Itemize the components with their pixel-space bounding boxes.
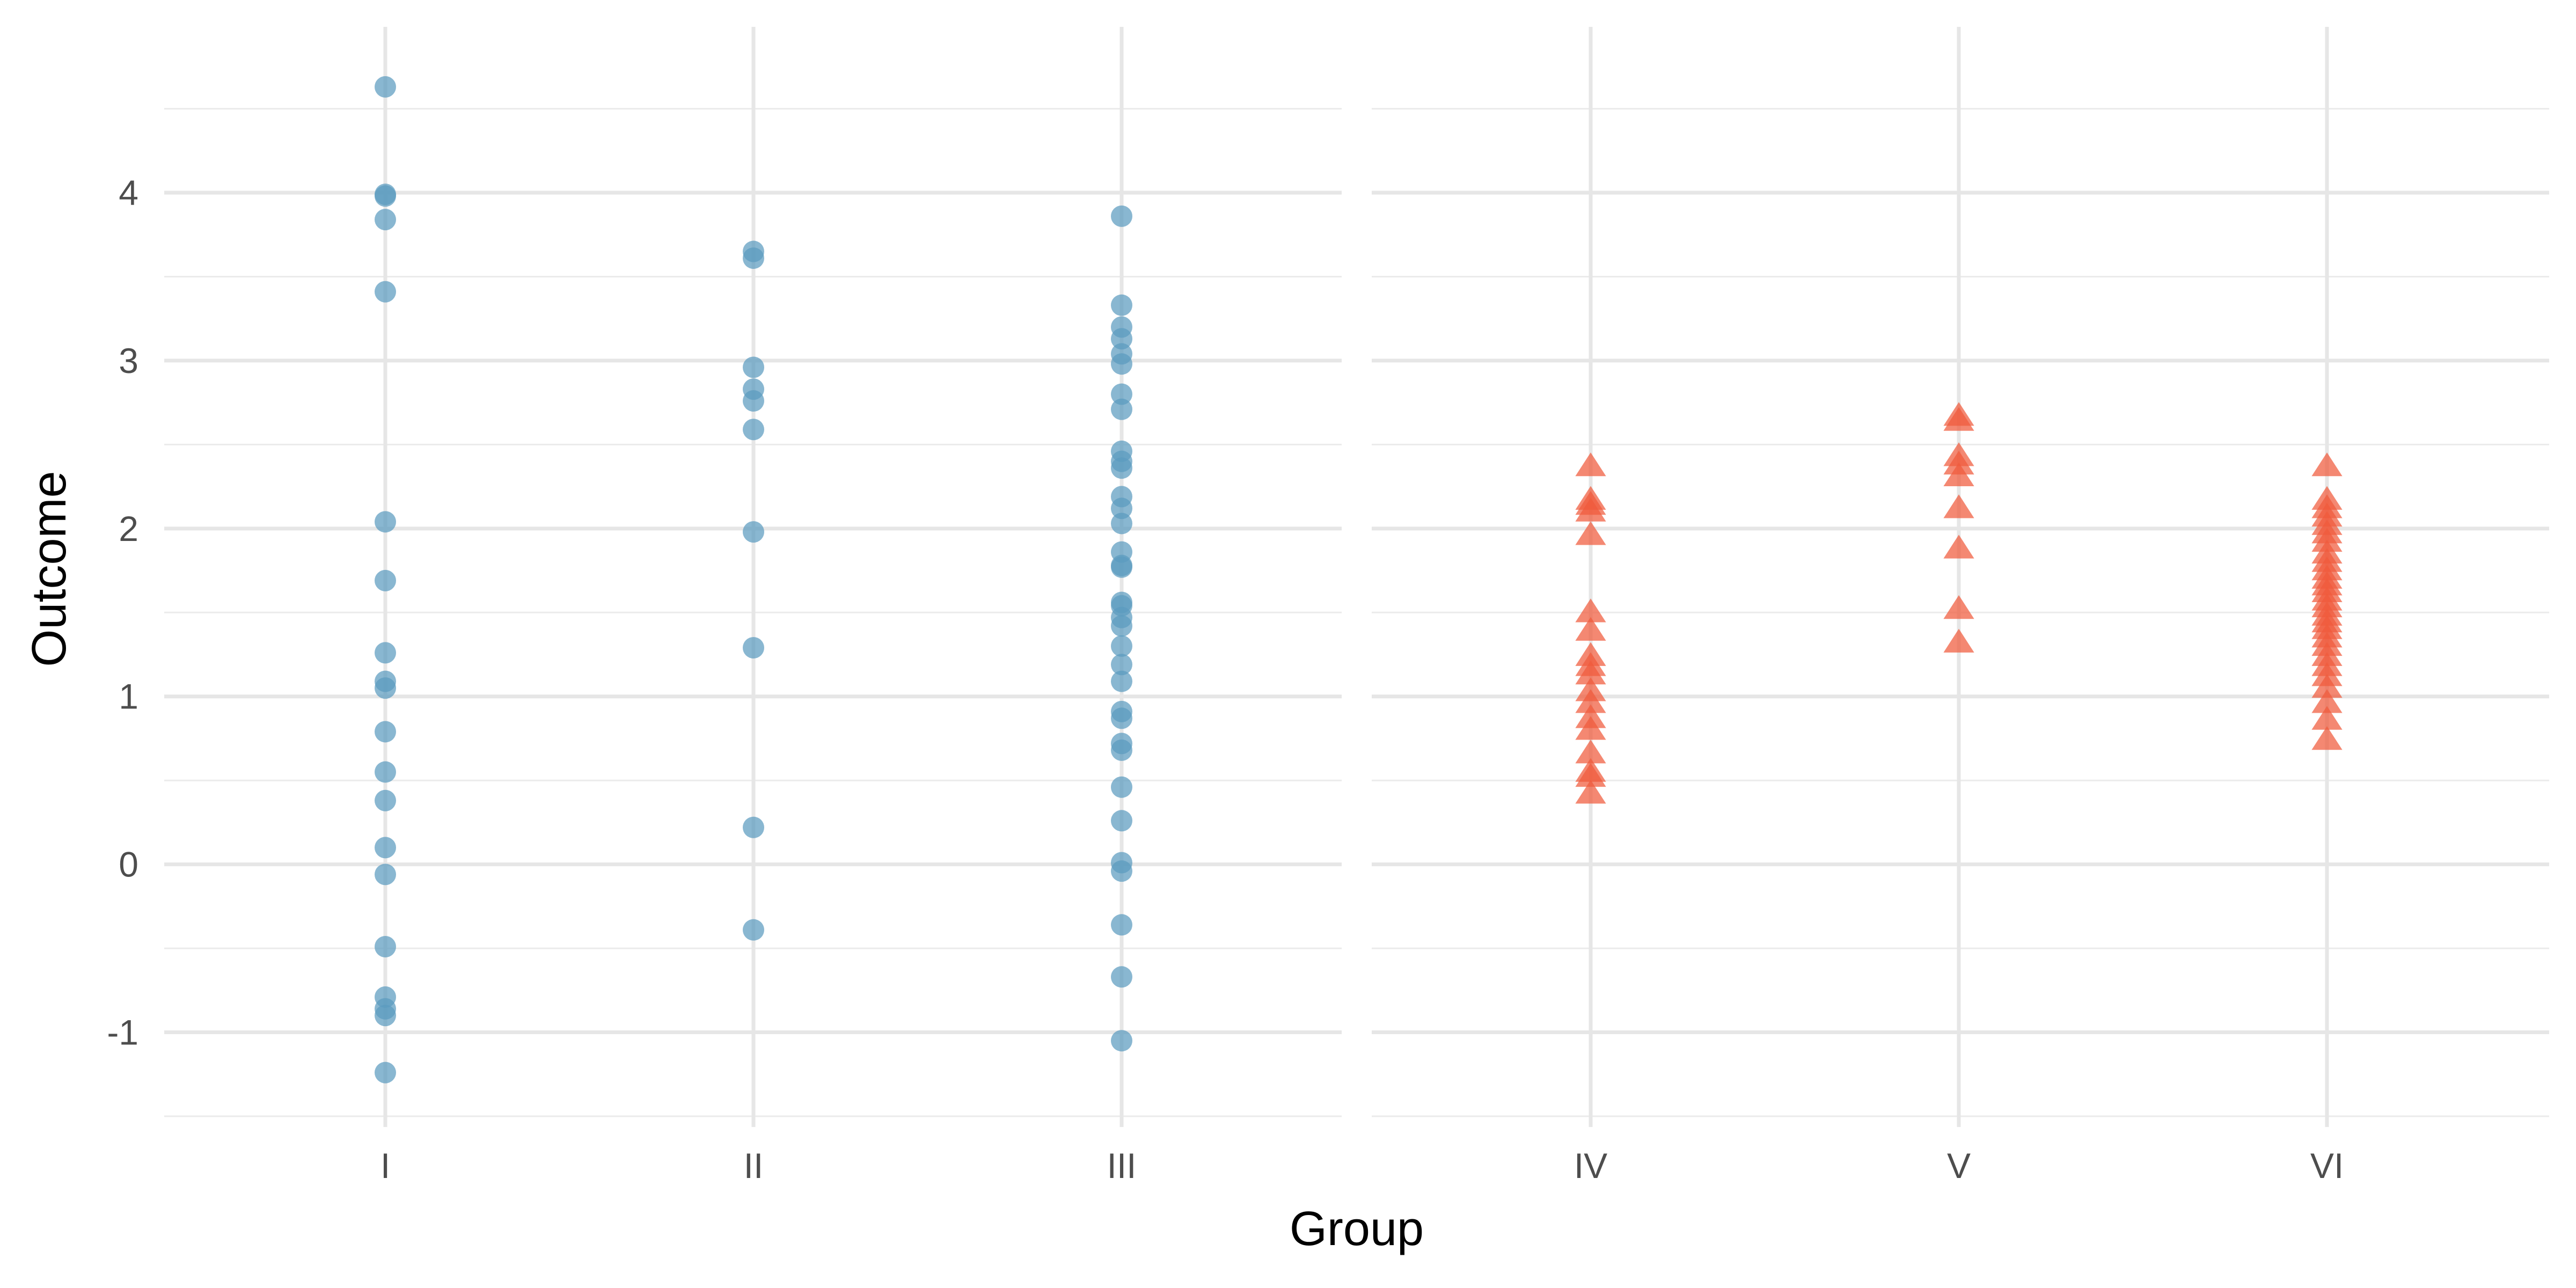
data-point (1111, 1030, 1132, 1052)
panel-left-points (375, 76, 1132, 1084)
data-point (375, 185, 396, 207)
data-point (1111, 707, 1132, 729)
x-tick-label: IV (1574, 1146, 1607, 1185)
data-point (1111, 497, 1132, 519)
data-point (375, 863, 396, 885)
panel-right (1372, 27, 2549, 1127)
panel-left-grid (164, 27, 1342, 1127)
data-point (1943, 628, 1974, 653)
data-point (375, 642, 396, 664)
data-point (1111, 810, 1132, 832)
x-axis-title: Group (1290, 1202, 1424, 1256)
panel-left (164, 27, 1342, 1127)
data-point (1111, 776, 1132, 798)
x-tick-label: III (1107, 1146, 1136, 1185)
data-point (2311, 706, 2343, 730)
data-point (1111, 654, 1132, 676)
data-point (743, 247, 764, 269)
y-axis-tick-labels: -1 0 1 2 3 4 (107, 173, 138, 1052)
data-point (1575, 740, 1606, 764)
data-point (1111, 556, 1132, 578)
data-point (1111, 353, 1132, 375)
data-point (375, 761, 396, 783)
y-tick-label: 3 (119, 341, 138, 380)
data-point (2311, 452, 2343, 477)
data-point (1111, 860, 1132, 882)
panel-right-points (1575, 402, 2343, 804)
data-point (1111, 513, 1132, 535)
data-point (1111, 615, 1132, 637)
data-point (1111, 328, 1132, 350)
data-point (1111, 635, 1132, 657)
x-axis-tick-labels: I II III IV V VI (380, 1146, 2344, 1185)
data-point (743, 521, 764, 543)
data-point (1575, 780, 1606, 804)
data-point (1111, 670, 1132, 692)
data-point (1111, 914, 1132, 936)
data-point (375, 1062, 396, 1084)
x-tick-label: VI (2310, 1146, 2344, 1185)
data-point (375, 677, 396, 699)
data-point (1575, 689, 1606, 713)
data-point (1111, 457, 1132, 479)
data-point (1111, 383, 1132, 405)
data-point (743, 356, 764, 378)
data-point (375, 1005, 396, 1027)
panel-right-grid (1372, 27, 2549, 1127)
data-point (743, 919, 764, 941)
data-point (743, 419, 764, 441)
data-point (375, 511, 396, 533)
data-point (1111, 294, 1132, 316)
data-point (1943, 494, 1974, 518)
data-point (375, 721, 396, 743)
data-point (1943, 535, 1974, 559)
data-point (1943, 462, 1974, 487)
data-point (1575, 521, 1606, 545)
x-tick-label: II (744, 1146, 764, 1185)
x-tick-label: V (1947, 1146, 1971, 1185)
data-point (375, 569, 396, 591)
data-point (1575, 661, 1606, 685)
y-tick-label: 4 (119, 173, 138, 213)
data-point (743, 816, 764, 838)
data-point (743, 637, 764, 658)
data-point (1111, 398, 1132, 420)
y-tick-label: 0 (119, 845, 138, 884)
data-point (1111, 739, 1132, 761)
data-point (1943, 407, 1974, 431)
data-point (375, 789, 396, 811)
y-axis-title: Outcome (23, 471, 76, 667)
data-point (1111, 966, 1132, 988)
data-point (1111, 205, 1132, 227)
data-point (2311, 726, 2343, 750)
data-point (1575, 497, 1606, 522)
y-tick-label: -1 (107, 1013, 138, 1052)
data-point (743, 390, 764, 412)
data-point (375, 837, 396, 859)
data-point (1575, 716, 1606, 740)
data-point (375, 76, 396, 98)
data-point (2311, 689, 2343, 713)
x-tick-label: I (380, 1146, 390, 1185)
data-point (1575, 452, 1606, 477)
y-tick-label: 2 (119, 509, 138, 548)
y-tick-label: 1 (119, 677, 138, 716)
data-point (375, 281, 396, 303)
data-point (1575, 617, 1606, 641)
data-point (2311, 674, 2343, 698)
data-point (375, 935, 396, 957)
data-point (375, 209, 396, 231)
data-point (1575, 763, 1606, 787)
data-point (1943, 595, 1974, 619)
data-point (1575, 598, 1606, 623)
